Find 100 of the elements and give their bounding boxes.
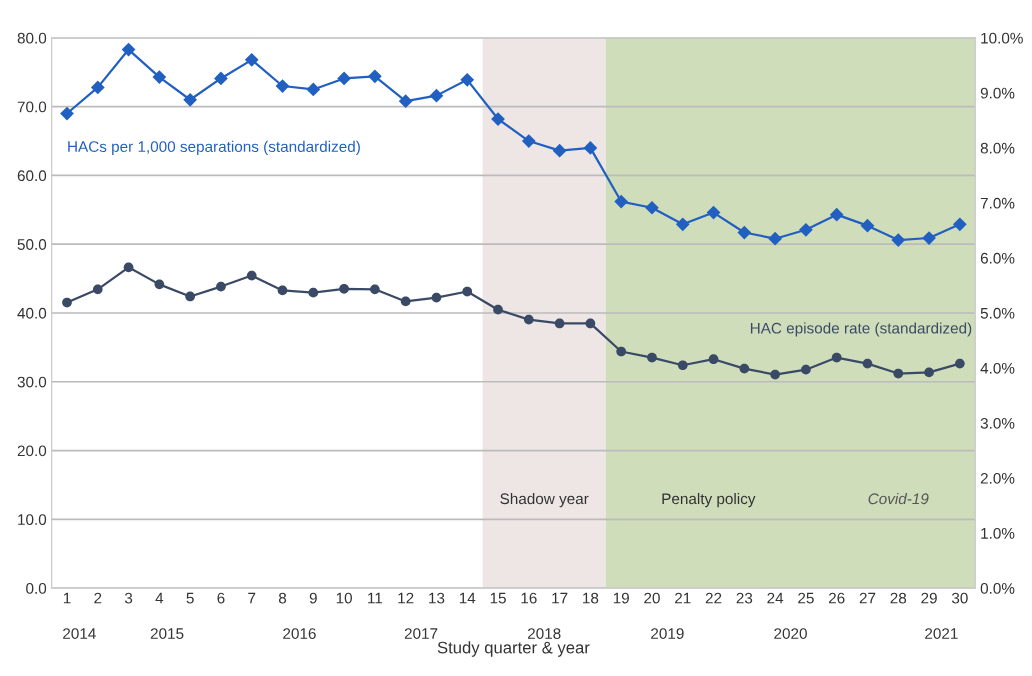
annotation: Covid-19: [868, 492, 929, 505]
point: [737, 225, 752, 240]
x-tick-label: 20: [644, 592, 660, 604]
text: 2019: [651, 628, 684, 639]
point: [523, 314, 534, 325]
point: [521, 134, 536, 148]
x-tick-label: 14: [459, 592, 476, 604]
point: [92, 284, 103, 295]
x-tick-label: 21: [675, 592, 691, 604]
x-tick-label: 12: [398, 592, 414, 604]
point: [368, 69, 382, 84]
y-tick-label: 70.0: [17, 101, 47, 113]
text: 2015: [150, 628, 184, 639]
x-tick-label: 15: [490, 592, 506, 604]
x-tick-label: 28: [890, 592, 907, 604]
series-label: HACs per 1,000 separations (standardized): [68, 140, 360, 156]
y2-tick-label: 7.0%: [980, 197, 1015, 209]
point: [645, 200, 659, 215]
point: [185, 291, 196, 302]
y-tick-label: 20.0: [17, 445, 47, 457]
text: 2021: [925, 628, 958, 639]
point: [62, 297, 72, 308]
band-label: Penalty policy: [662, 492, 756, 508]
point: [801, 364, 811, 375]
x-tick-label: 24: [767, 592, 784, 604]
point: [400, 296, 411, 307]
point: [829, 207, 844, 222]
point: [585, 318, 596, 329]
point: [924, 367, 934, 378]
point: [339, 283, 349, 294]
x-tick-label: 6: [217, 592, 225, 604]
point: [677, 360, 688, 371]
point: [552, 143, 567, 158]
point: [831, 352, 842, 363]
y-tick-label: 10.0: [18, 514, 47, 526]
x-axis-title: Study quarter & year: [437, 641, 590, 657]
x-tick-label: 5: [186, 592, 194, 604]
x-tick-label: 17: [552, 592, 568, 604]
point: [493, 304, 503, 315]
x-tick-label: 7: [248, 592, 256, 604]
text: 2017: [404, 628, 438, 639]
y-tick-label: 50.0: [17, 239, 47, 250]
text: 2018: [527, 628, 561, 639]
y2-tick-label: 2.0%: [980, 472, 1015, 484]
y2-tick-label: 8.0%: [980, 142, 1015, 154]
point: [675, 217, 690, 232]
point: [583, 141, 598, 155]
point: [647, 352, 657, 363]
text: 2020: [774, 628, 807, 639]
x-tick-label: 9: [309, 592, 317, 604]
series-label: HAC episode rate (standardized): [750, 322, 972, 337]
x-tick-label: 19: [613, 592, 629, 604]
text: 2014: [63, 628, 96, 639]
point: [306, 82, 321, 97]
x-tick-label: 29: [921, 592, 937, 604]
point: [154, 279, 165, 290]
point: [616, 346, 627, 357]
point: [152, 70, 167, 84]
point: [462, 286, 473, 297]
point: [460, 72, 475, 87]
y2-tick-label: 0.0%: [980, 582, 1015, 594]
x-tick-label: 27: [859, 592, 876, 604]
x-tick-label: 13: [429, 592, 445, 604]
point: [308, 287, 319, 298]
y-tick-label: 40.0: [17, 307, 47, 319]
x-tick-label: 4: [155, 592, 164, 604]
x-tick-label: 8: [278, 592, 287, 604]
point: [952, 217, 967, 232]
point: [183, 92, 198, 107]
point: [370, 284, 380, 295]
point: [244, 52, 259, 67]
point: [708, 354, 719, 365]
point: [337, 71, 351, 86]
y-tick-label: 30.0: [17, 376, 47, 388]
point: [768, 231, 782, 246]
point: [277, 285, 288, 296]
x-tick-label: 23: [736, 592, 753, 604]
y-tick-label: 80.0: [17, 32, 47, 44]
x-tick-label: 3: [124, 592, 133, 604]
point: [954, 358, 965, 369]
y2-tick-label: 9.0%: [980, 87, 1015, 99]
band-label: Shadow year: [500, 492, 589, 508]
point: [799, 222, 813, 237]
point: [246, 270, 257, 281]
y2-tick-label: 6.0%: [980, 252, 1015, 264]
point: [60, 106, 74, 121]
y2-tick-label: 10.0%: [981, 32, 1023, 44]
point: [90, 80, 105, 95]
x-tick-label: 30: [951, 592, 968, 604]
point: [739, 363, 750, 374]
point: [554, 318, 565, 329]
point: [891, 233, 906, 247]
point: [275, 79, 290, 93]
x-tick-label: 26: [828, 592, 845, 604]
text: 2016: [283, 628, 316, 639]
point: [614, 194, 629, 209]
x-tick-label: 22: [705, 592, 722, 604]
y2-tick-label: 1.0%: [981, 527, 1015, 539]
x-tick-label: 2: [94, 592, 102, 604]
y2-tick-label: 3.0%: [980, 417, 1015, 429]
